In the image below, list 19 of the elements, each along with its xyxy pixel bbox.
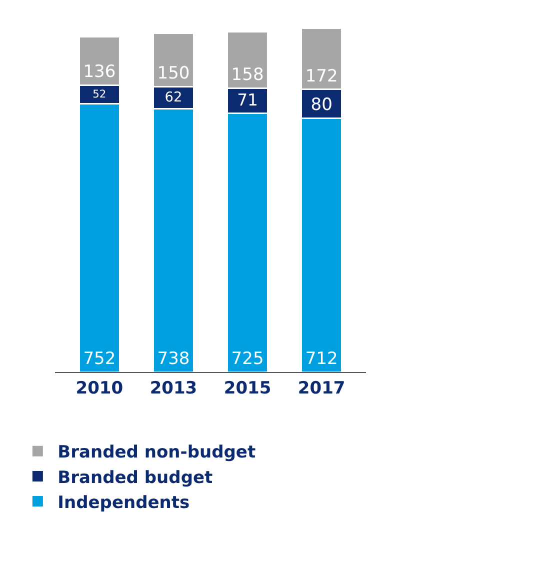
x-tick-label: 2015 [224,378,272,398]
data-label: 712 [305,349,338,369]
legend-label: Branded non-budget [58,442,256,463]
legend-label: Independents [58,492,190,513]
data-label: 172 [305,66,338,86]
legend-label: Branded budget [58,468,213,488]
data-label: 136 [83,62,116,82]
data-label: 52 [92,88,106,101]
data-label: 158 [231,65,264,86]
data-label: 62 [164,90,182,106]
x-tick-label: 2017 [298,378,346,398]
data-label: 725 [231,349,264,369]
data-label: 71 [237,90,258,110]
data-label: 752 [83,349,116,369]
data-label: 738 [157,349,190,369]
x-tick-label: 2010 [76,378,124,398]
data-label: 150 [157,64,190,84]
x-tick-label: 2013 [150,378,198,398]
data-label: 80 [310,95,332,115]
